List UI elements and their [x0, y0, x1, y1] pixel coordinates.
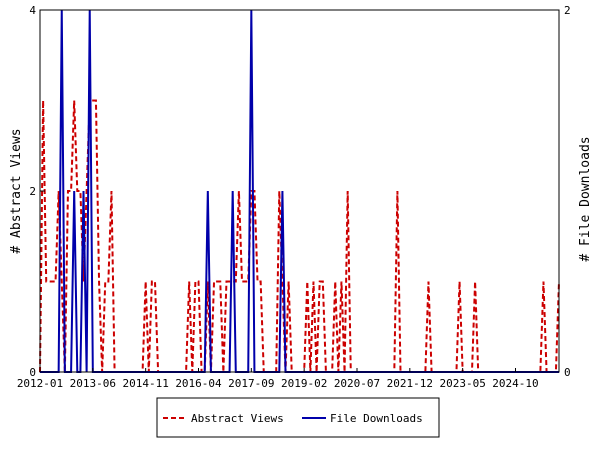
- x-tick-label: 2023-05: [439, 377, 485, 390]
- legend-box: [156, 397, 440, 438]
- y-right-tick-label: 0: [564, 366, 571, 379]
- x-tick-label: 2020-07: [334, 377, 380, 390]
- plot-frame: [39, 9, 560, 373]
- x-tick-label: 2014-11: [122, 377, 168, 390]
- y-left-tick-label: 0: [29, 366, 36, 379]
- x-tick-label: 2016-04: [175, 377, 222, 390]
- y-axis-right-label: # File Downloads: [578, 136, 593, 261]
- y-axis-left-label: # Abstract Views: [9, 128, 24, 253]
- x-tick-label: 2021-12: [387, 377, 433, 390]
- x-tick-label: 2017-09: [228, 377, 274, 390]
- y-left-tick-label: 2: [29, 185, 36, 198]
- legend-label-abstract-views: Abstract Views: [191, 412, 284, 425]
- legend: Abstract Views File Downloads: [156, 397, 440, 438]
- x-tick-label: 2024-10: [492, 377, 538, 390]
- x-axis-ticks: 2012-01 2013-06 2014-11 2016-04 2017-09 2019-…: [17, 368, 539, 390]
- y-right-tick-label: 2: [564, 4, 571, 17]
- y-left-tick-label: 4: [29, 4, 36, 17]
- legend-label-file-downloads: File Downloads: [330, 412, 423, 425]
- plot-area: [40, 10, 559, 372]
- x-tick-label: 2019-02: [281, 377, 327, 390]
- x-tick-label: 2012-01: [17, 377, 63, 390]
- x-tick-label: 2013-06: [70, 377, 116, 390]
